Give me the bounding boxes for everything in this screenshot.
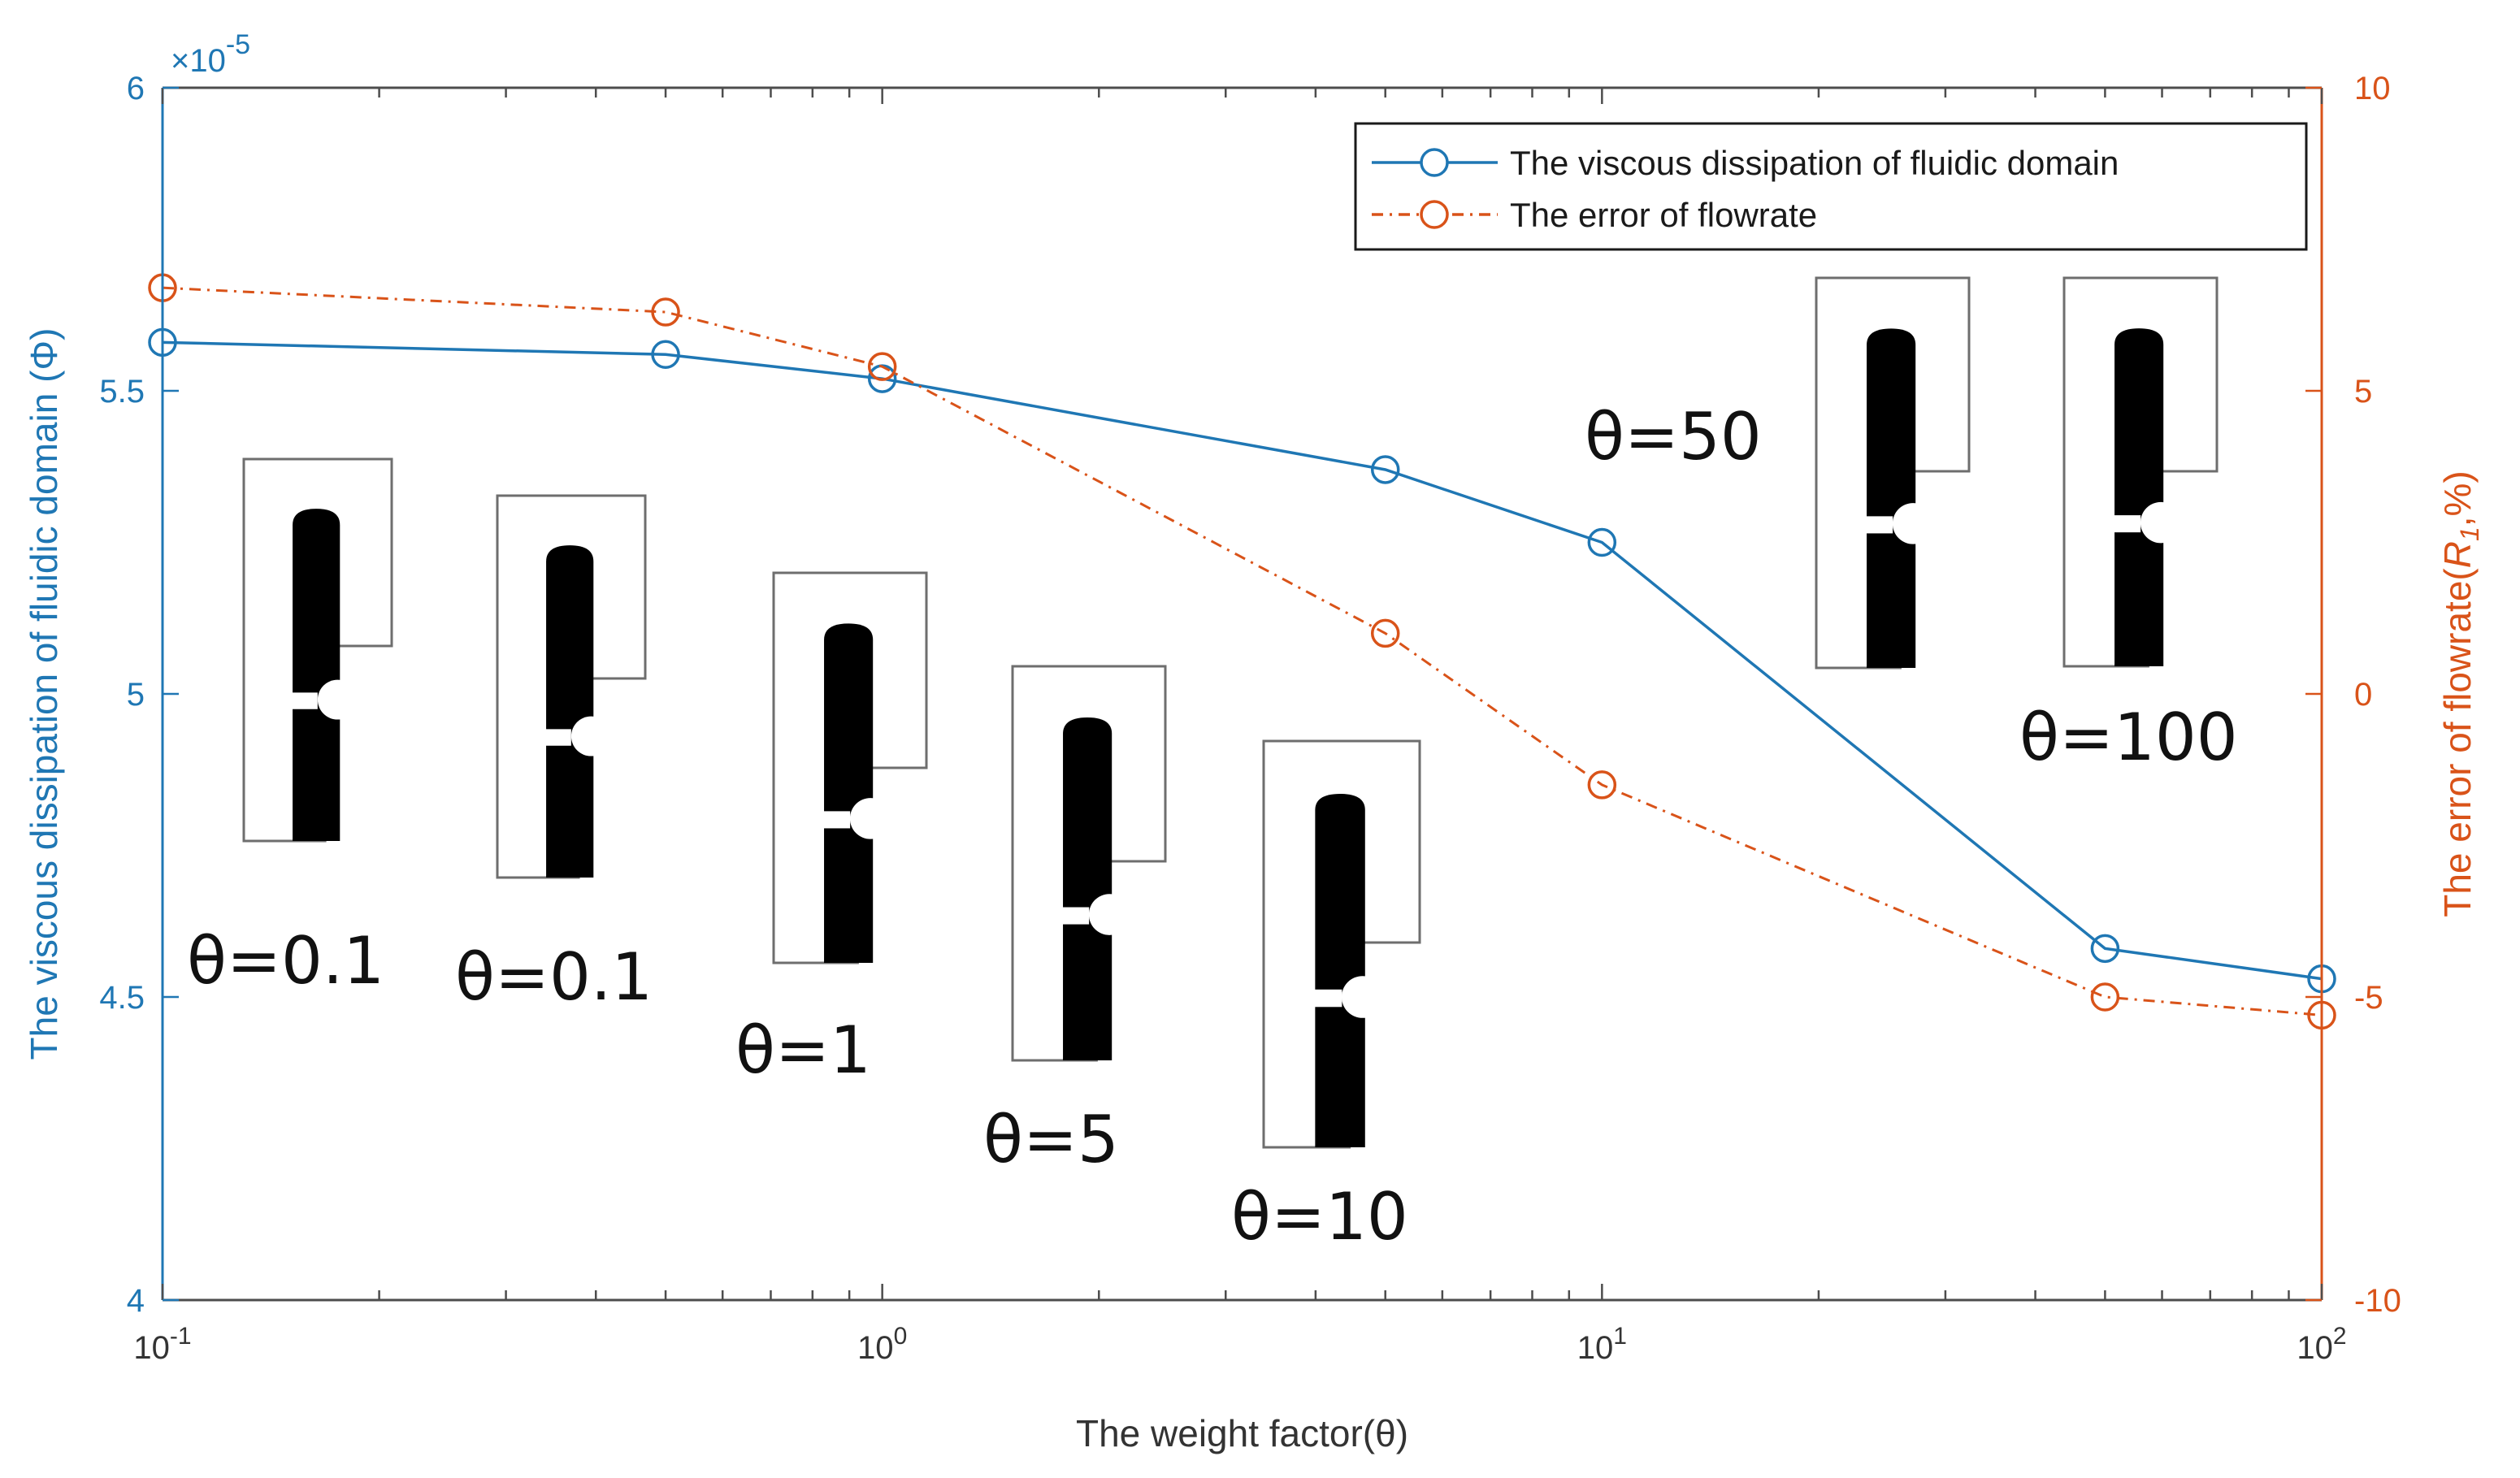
x-tick-label-exponent: -1 bbox=[170, 1323, 192, 1350]
inset-gap bbox=[2140, 501, 2182, 544]
inset-theta-label: θ=50 bbox=[1585, 399, 1762, 475]
legend-entry-label: The error of flowrate bbox=[1510, 196, 1817, 234]
series-line-flowrate-error bbox=[162, 286, 2323, 1016]
y-left-tick-label: 5.5 bbox=[99, 374, 145, 410]
inset-gap bbox=[570, 716, 611, 756]
y-right-tick-label: -10 bbox=[2354, 1283, 2401, 1319]
annotations: θ=0.1 θ=0.1 θ=1 θ=5 θ=10 θ=50 θ=100 bbox=[187, 399, 2238, 1255]
data-point-viscous-dissipation bbox=[651, 340, 680, 369]
data-point-flowrate-error bbox=[651, 297, 680, 327]
plot-area bbox=[163, 88, 2322, 1300]
y-right-label-prefix: The error of flowrate( bbox=[2436, 568, 2479, 917]
inset-topology-shape bbox=[1315, 794, 1365, 1147]
inset-topology-shape bbox=[2114, 328, 2164, 666]
inset-gap bbox=[849, 798, 891, 839]
inset-theta-label: θ=0.1 bbox=[187, 923, 384, 999]
x-tick-label-exponent: 1 bbox=[1613, 1323, 1627, 1350]
inset-gap bbox=[1341, 976, 1384, 1018]
data-point-viscous-dissipation bbox=[2090, 934, 2120, 964]
topology-inset bbox=[2062, 276, 2219, 668]
y-left-multiplier: ×10-5 bbox=[171, 29, 250, 79]
legend-marker bbox=[1420, 148, 1449, 177]
inset-theta-label: θ=1 bbox=[735, 1012, 871, 1088]
data-point-viscous-dissipation bbox=[1587, 527, 1617, 557]
inset-topology-shape bbox=[1063, 717, 1113, 1060]
data-point-flowrate-error bbox=[1587, 770, 1617, 800]
x-tick-label: 10-1 bbox=[133, 1323, 191, 1366]
inset-topology-shape bbox=[546, 545, 594, 878]
inset-theta-label: θ=0.1 bbox=[455, 939, 653, 1015]
y-right-tick-label: 0 bbox=[2354, 677, 2372, 713]
data-point-flowrate-error bbox=[2090, 982, 2120, 1012]
y-right-label-subscript: 1 bbox=[2455, 527, 2484, 541]
legend-entry-label: The viscous dissipation of fluidic domai… bbox=[1510, 144, 2119, 182]
inset-gap bbox=[317, 679, 358, 720]
y-right-tick-label: 10 bbox=[2354, 71, 2391, 106]
y-right-label-suffix: ,%) bbox=[2436, 470, 2479, 527]
inset-gap-bridge bbox=[284, 692, 318, 709]
data-point-flowrate-error bbox=[867, 352, 897, 381]
topology-insets bbox=[242, 276, 2219, 1149]
inset-theta-label: θ=5 bbox=[983, 1102, 1119, 1177]
plot-background bbox=[163, 88, 2322, 1300]
legend: The viscous dissipation of fluidic domai… bbox=[1354, 122, 2308, 251]
data-point-viscous-dissipation bbox=[1370, 455, 1400, 484]
inset-gap bbox=[1892, 503, 1934, 544]
y-left-tick-label: 4 bbox=[127, 1283, 145, 1319]
x-tick-label-base: 10 bbox=[2297, 1330, 2333, 1366]
topology-inset bbox=[1815, 276, 1971, 670]
y-left-tick-label: 4.5 bbox=[99, 980, 145, 1016]
inset-gap-bridge bbox=[1307, 989, 1342, 1008]
y-right-tick-label: 5 bbox=[2354, 374, 2372, 410]
inset-gap-bridge bbox=[1859, 516, 1893, 534]
legend-box bbox=[1354, 122, 2308, 251]
x-tick-label-base: 10 bbox=[133, 1330, 170, 1366]
y-left-axis-label: The viscous dissipation of fluidic domai… bbox=[23, 328, 65, 1060]
y-left-multiplier-base: ×10 bbox=[171, 43, 226, 79]
x-tick-label-exponent: 0 bbox=[894, 1323, 908, 1350]
y-left-multiplier-exponent: -5 bbox=[226, 29, 250, 60]
y-right-label-variable: R bbox=[2436, 541, 2479, 568]
inset-gap-bridge bbox=[538, 729, 571, 746]
x-tick-label-base: 10 bbox=[1577, 1330, 1614, 1366]
series-line-viscous-dissipation bbox=[162, 340, 2323, 981]
legend-marker bbox=[1420, 200, 1449, 229]
inset-theta-label: θ=10 bbox=[1231, 1179, 1408, 1255]
inset-gap bbox=[1088, 894, 1130, 935]
y-left-tick-label: 6 bbox=[127, 71, 145, 106]
x-tick-label: 101 bbox=[1577, 1323, 1627, 1366]
data-point-flowrate-error bbox=[1370, 618, 1400, 648]
topology-inset bbox=[1011, 665, 1167, 1062]
topology-inset bbox=[772, 571, 928, 964]
x-tick-label: 102 bbox=[2297, 1323, 2346, 1366]
x-tick-label-exponent: 2 bbox=[2333, 1323, 2347, 1350]
inset-gap-bridge bbox=[2106, 515, 2141, 533]
x-tick-label: 100 bbox=[857, 1323, 907, 1366]
topology-inset bbox=[496, 494, 647, 879]
inset-topology-shape bbox=[824, 623, 874, 963]
inset-theta-label: θ=100 bbox=[2019, 700, 2238, 775]
inset-topology-shape bbox=[1867, 328, 1916, 668]
x-axis-label: The weight factor(θ) bbox=[1076, 1412, 1408, 1454]
y-left-tick-label: 5 bbox=[127, 677, 145, 713]
inset-topology-shape bbox=[293, 509, 340, 841]
x-tick-label-base: 10 bbox=[857, 1330, 894, 1366]
inset-gap-bridge bbox=[816, 811, 851, 829]
y-right-axis-label: The error of flowrate(R1,%) bbox=[2436, 470, 2484, 917]
topology-inset bbox=[1262, 739, 1421, 1149]
topology-inset bbox=[242, 457, 393, 843]
inset-gap-bridge bbox=[1055, 907, 1090, 925]
y-right-tick-label: -5 bbox=[2354, 980, 2383, 1016]
